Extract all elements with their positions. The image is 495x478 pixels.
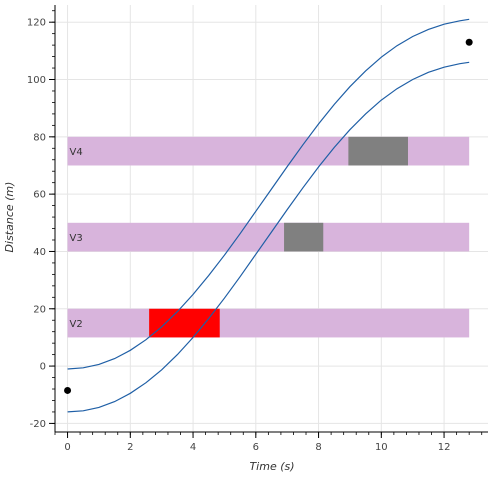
x-axis-title: Time (s) [249, 460, 294, 473]
y-tick-label: 20 [33, 304, 46, 315]
occupancy-block [284, 222, 324, 252]
y-tick-label: 60 [33, 190, 46, 201]
band-label-v2: V2 [70, 319, 83, 330]
band-v2 [67, 308, 470, 338]
data-point [465, 38, 473, 46]
band-label-v3: V3 [70, 233, 83, 244]
x-tick-label: 4 [190, 442, 196, 453]
x-tick-label: 0 [64, 442, 70, 453]
curves [67, 18, 470, 413]
occupancy-block [348, 136, 408, 166]
occupancy-block [149, 308, 220, 338]
x-tick-label: 8 [315, 442, 321, 453]
y-tick-label: 40 [33, 247, 46, 258]
y-tick-label: -20 [30, 419, 46, 430]
blocks [149, 136, 408, 338]
y-tick-label: 80 [33, 132, 46, 143]
points [64, 38, 473, 394]
x-tick-label: 10 [375, 442, 388, 453]
trajectory-line-1 [67, 18, 470, 370]
grid [55, 5, 488, 432]
band-label-v4: V4 [70, 147, 83, 158]
x-tick-label: 12 [438, 442, 451, 453]
data-point [64, 386, 72, 394]
x-tick-label: 6 [253, 442, 259, 453]
band-v4 [67, 136, 470, 166]
y-tick-label: 0 [40, 362, 46, 373]
x-tick-label: 2 [127, 442, 133, 453]
trajectory-line-2 [67, 61, 470, 413]
y-axis-title: Distance (m) [3, 182, 16, 253]
axes: 0 2 4 6 8 10 12 -20 0 20 40 60 80 100 120 [27, 5, 488, 453]
y-tick-label: 120 [27, 18, 46, 29]
y-tick-label: 100 [27, 75, 46, 86]
